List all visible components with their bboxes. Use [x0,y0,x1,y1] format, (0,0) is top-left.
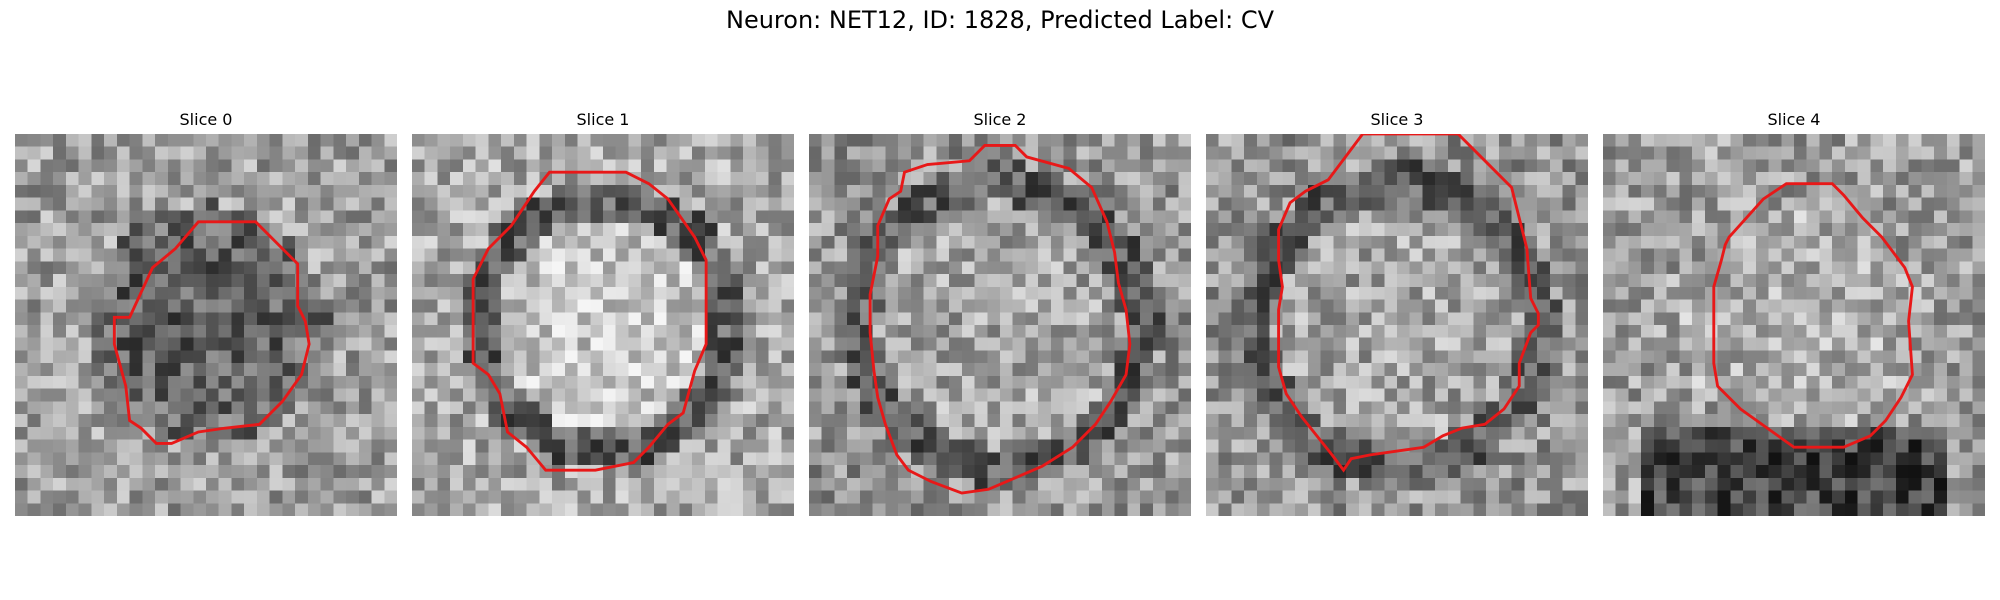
panel-slice-3: Slice 3 [1206,108,1588,516]
panel-title: Slice 0 [179,110,233,129]
panel-title: Slice 2 [973,110,1027,129]
contour-overlay [868,144,1132,495]
contour-overlay [1277,134,1540,473]
contour-line [112,220,311,445]
contour-line [1712,182,1914,449]
panel-slice-4: Slice 4 [1603,108,1985,516]
figure-title: Neuron: NET12, ID: 1828, Predicted Label… [726,6,1274,34]
em-image [809,134,1191,516]
panel-slice-0: Slice 0 [15,108,397,516]
contour-line [1277,134,1540,473]
panel-title: Slice 1 [576,110,630,129]
em-image [412,134,794,516]
em-image [1603,134,1985,516]
panel-slice-1: Slice 1 [412,108,794,516]
grayscale-noise-image [15,134,397,516]
grayscale-noise-image [412,134,794,516]
contour-overlay [471,170,708,472]
grayscale-noise-image [1603,134,1985,516]
contour-overlay [1712,182,1914,449]
panel-slice-2: Slice 2 [809,108,1191,516]
em-image [1206,134,1588,516]
contour-overlay [112,220,311,445]
panel-title: Slice 3 [1370,110,1424,129]
contour-line [868,144,1132,495]
panel-title: Slice 4 [1767,110,1821,129]
em-image [15,134,397,516]
contour-line [471,170,708,472]
